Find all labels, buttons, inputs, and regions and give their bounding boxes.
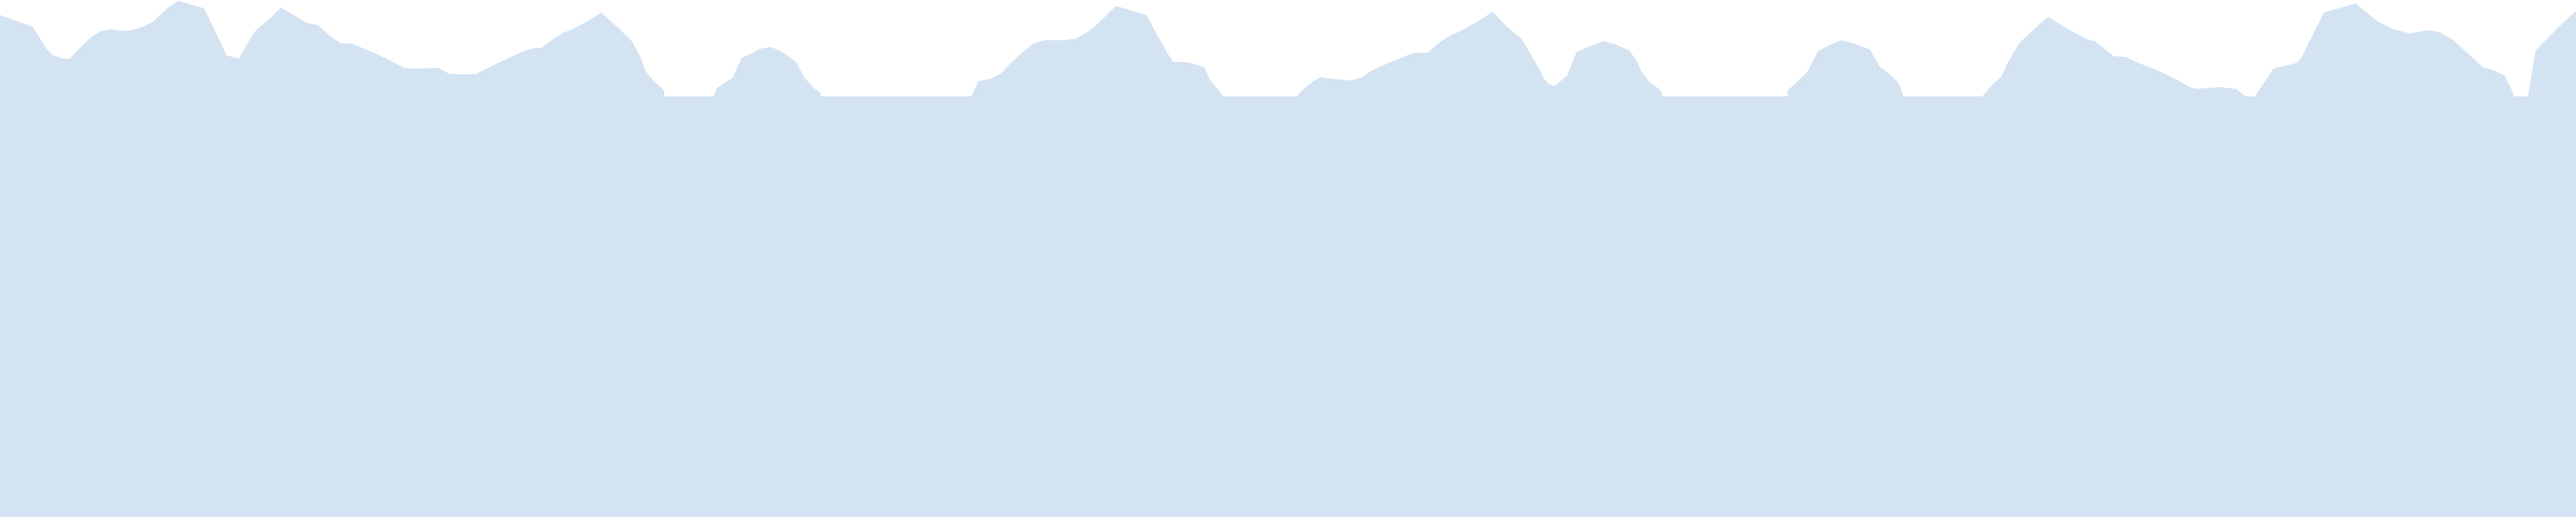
skyline-silhouette: [0, 1, 2576, 517]
skyline-shape: [0, 1, 2576, 517]
decorative-skyline-banner: [0, 1, 2576, 517]
